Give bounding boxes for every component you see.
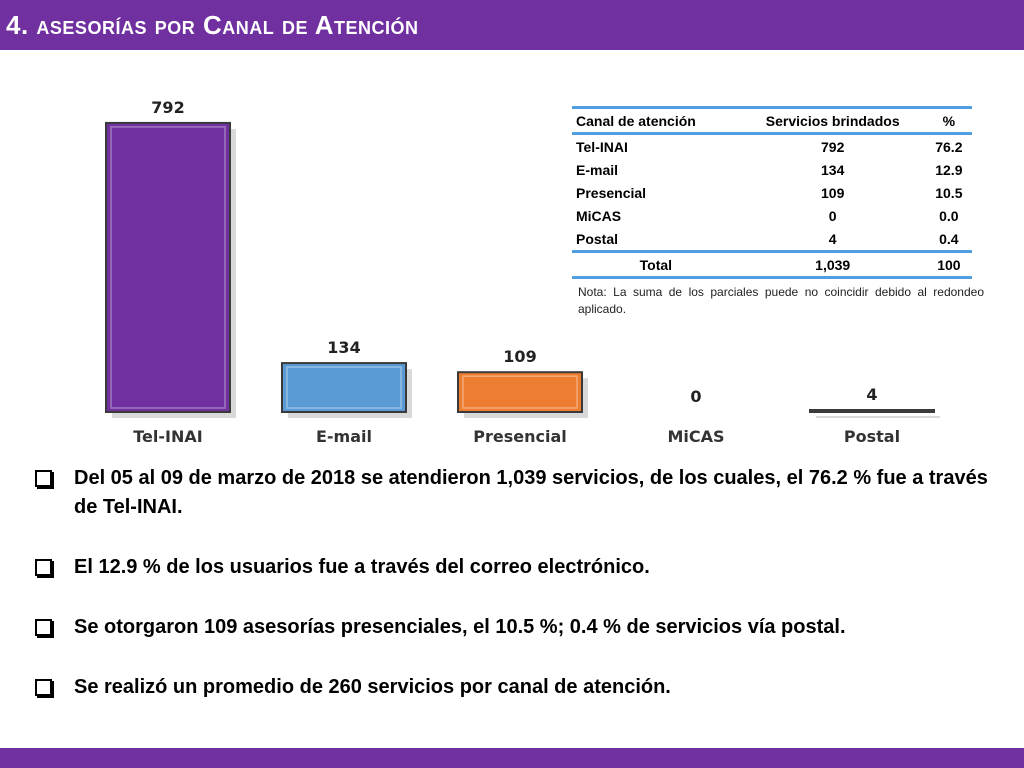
bars-group [105, 121, 940, 419]
table-header-percent: % [925, 106, 972, 135]
table-cell: 109 [821, 184, 845, 201]
table-row: Postal 4 0.4 [572, 227, 972, 252]
title-number: 4. [6, 10, 29, 40]
table-cell: E-mail [576, 161, 619, 178]
table-cell: 792 [821, 138, 845, 155]
bar-chart: 792 Tel-INAI 134 E-mail 109 Presencial 0 MiCAS 4… [105, 98, 940, 446]
table-cell: Tel-INAI [576, 138, 628, 155]
data-label-micas: 0 [690, 387, 701, 406]
table-cell: MiCAS [576, 207, 622, 224]
page-title: 4. asesorías por Canal de Atención [6, 10, 419, 41]
table-header-row: Canal de atención Servicios brindados % [572, 106, 972, 135]
data-label-e-mail: 134 [327, 338, 360, 357]
category-label-e-mail: E-mail [316, 427, 372, 446]
bar-tel-inai [105, 121, 231, 413]
table-cell: 0.4 [939, 230, 959, 247]
category-label-micas: MiCAS [667, 427, 724, 446]
title-bar: 4. asesorías por Canal de Atención [0, 0, 1024, 50]
table-cell: 10.5 [935, 184, 963, 201]
bottom-bar [0, 748, 1024, 768]
title-word-asesorias: asesorías [36, 10, 147, 40]
bar-e-mail [281, 362, 407, 413]
bar-presencial [457, 371, 583, 413]
table-cell: 0.0 [939, 207, 959, 224]
data-table-container: Canal de atención Servicios brindados % … [572, 106, 972, 279]
bar-postal [809, 409, 935, 413]
table-row: Presencial 109 10.5 [572, 181, 972, 204]
data-table: Canal de atención Servicios brindados % … [572, 106, 972, 279]
bullet-text: Se otorgaron 109 asesorías presenciales,… [74, 616, 846, 638]
table-row: Tel-INAI 792 76.2 [572, 134, 972, 159]
title-word-atencion-initial: A [314, 10, 335, 40]
table-cell: Postal [576, 230, 619, 247]
title-word-canal-rest: anal [222, 10, 275, 40]
bar-shadow-postal [816, 416, 940, 418]
table-note: Nota: La suma de los parciales puede no … [578, 285, 984, 316]
category-label-postal: Postal [844, 427, 900, 446]
table-cell: 76.2 [935, 138, 963, 155]
bullet-text: Se realizó un promedio de 260 servicios … [74, 676, 671, 698]
checkbox-bullet-icon [35, 619, 52, 636]
data-label-presencial: 109 [503, 347, 536, 366]
table-total-percent: 100 [925, 250, 972, 279]
table-cell: Presencial [576, 184, 647, 201]
checkbox-bullet-icon [35, 679, 52, 696]
bullet-item: Del 05 al 09 de marzo de 2018 se atendie… [32, 464, 1012, 522]
bullet-text: El 12.9 % de los usuarios fue a través d… [74, 556, 650, 578]
data-label-postal: 4 [866, 385, 877, 404]
bullet-item: Se otorgaron 109 asesorías presenciales,… [32, 613, 1012, 642]
bar-highlight-presencial [462, 375, 578, 409]
checkbox-bullet-icon [35, 559, 52, 576]
bar-highlight-e-mail [286, 366, 402, 409]
title-word-de: de [281, 10, 308, 40]
labels-group: 792 Tel-INAI 134 E-mail 109 Presencial 0 MiCAS 4… [133, 98, 900, 446]
table-cell: 4 [828, 230, 837, 247]
category-label-tel-inai: Tel-INAI [133, 427, 202, 446]
title-word-atencion-rest: tención [334, 10, 419, 40]
table-row: MiCAS 0 0.0 [572, 204, 972, 227]
table-header-canal: Canal de atención [572, 106, 740, 135]
title-word-atencion: Atención [315, 10, 419, 40]
table-total-label: Total [572, 250, 740, 279]
title-word-canal: Canal [203, 10, 274, 40]
bullet-item: El 12.9 % de los usuarios fue a través d… [32, 553, 1012, 582]
bar-highlight-tel-inai [110, 126, 226, 409]
table-cell: 134 [821, 161, 845, 178]
bullet-item: Se realizó un promedio de 260 servicios … [32, 673, 1012, 702]
table-total-row: Total 1,039 100 [572, 250, 972, 279]
table-row: E-mail 134 12.9 [572, 158, 972, 181]
checkbox-bullet-icon [35, 470, 52, 487]
table-header-servicios: Servicios brindados [739, 106, 926, 135]
data-label-tel-inai: 792 [151, 98, 184, 117]
category-label-presencial: Presencial [473, 427, 566, 446]
table-cell: 12.9 [935, 161, 963, 178]
title-word-por: por [154, 10, 196, 40]
table-cell: 0 [828, 207, 837, 224]
title-word-canal-initial: C [202, 10, 223, 40]
bullet-text: Del 05 al 09 de marzo de 2018 se atendie… [74, 467, 988, 518]
table-total-servicios: 1,039 [739, 250, 926, 279]
bullet-list: Del 05 al 09 de marzo de 2018 se atendie… [32, 464, 1012, 733]
